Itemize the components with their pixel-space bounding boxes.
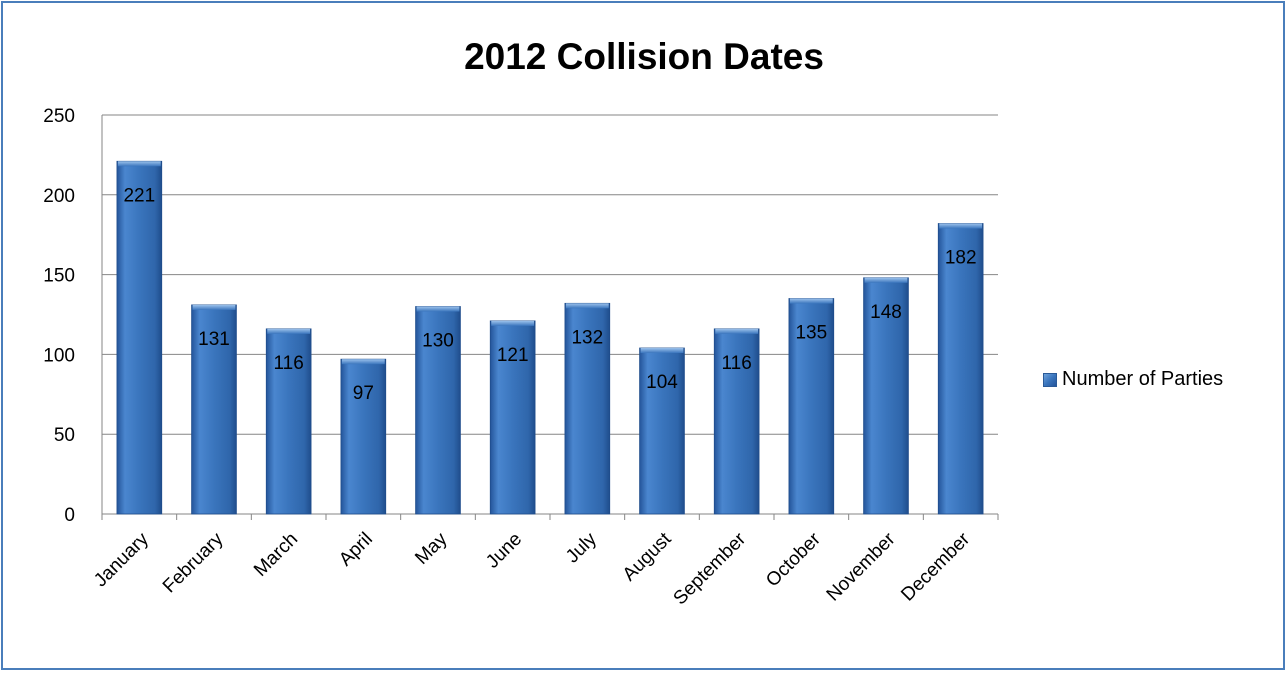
bar xyxy=(564,302,611,515)
x-tick-label: June xyxy=(482,529,526,573)
data-label: 135 xyxy=(795,323,827,344)
bar-cap xyxy=(565,303,609,309)
gridlines xyxy=(102,114,998,515)
legend-swatch xyxy=(1043,372,1057,387)
chart-title: 2012 Collision Dates xyxy=(464,36,824,77)
bar xyxy=(713,328,760,515)
bar-cap xyxy=(192,304,236,310)
legend: Number of Parties xyxy=(1043,368,1223,391)
data-label: 116 xyxy=(274,353,304,374)
bar-cap xyxy=(117,161,161,167)
x-tick-label: October xyxy=(762,528,825,591)
bars xyxy=(116,160,984,515)
bar-cap xyxy=(864,277,908,283)
data-label: 121 xyxy=(497,345,529,366)
bar xyxy=(415,306,461,515)
data-label: 148 xyxy=(870,302,902,323)
data-label: 104 xyxy=(646,372,678,393)
y-tick-label: 50 xyxy=(54,425,75,446)
y-tick-label: 150 xyxy=(43,266,75,287)
labels: 0 50 100 150 200 250 221 January 131 February 116 M… xyxy=(43,106,976,609)
bar-cap xyxy=(715,328,759,334)
bar xyxy=(489,320,536,515)
x-tick-label: September xyxy=(670,528,751,609)
x-tick-label: November xyxy=(823,528,900,605)
bar-cap xyxy=(789,298,833,304)
x-tick-label: April xyxy=(335,529,377,571)
y-tick-label: 250 xyxy=(43,106,75,127)
bar xyxy=(191,304,237,515)
bar xyxy=(116,160,163,515)
x-tick-label: August xyxy=(619,528,676,585)
bar xyxy=(639,347,685,515)
y-tick-label: 0 xyxy=(64,505,75,526)
x-tick-label: May xyxy=(411,528,452,569)
bar xyxy=(788,298,835,515)
bar-cap xyxy=(416,306,460,312)
bar-cap xyxy=(939,223,983,229)
data-label: 131 xyxy=(198,329,230,350)
data-label: 130 xyxy=(422,331,454,352)
y-tick-label: 100 xyxy=(43,345,75,366)
data-label: 182 xyxy=(945,248,977,269)
y-tick-label: 200 xyxy=(43,186,75,207)
x-tick-label: January xyxy=(90,528,153,591)
data-label: 132 xyxy=(571,327,603,348)
legend-label: Number of Parties xyxy=(1062,368,1224,390)
bar-cap xyxy=(640,348,684,354)
x-tick-label: February xyxy=(159,528,228,597)
x-tick-label: July xyxy=(562,528,601,567)
x-tick-label: March xyxy=(250,529,302,581)
bar-cap xyxy=(341,359,385,365)
axes xyxy=(101,115,999,520)
bar xyxy=(937,223,984,515)
x-tick-label: December xyxy=(897,528,974,605)
data-label: 221 xyxy=(123,185,155,206)
data-label: 97 xyxy=(353,383,374,404)
bar-cap xyxy=(267,328,311,334)
bar-cap xyxy=(491,320,535,326)
data-label: 116 xyxy=(722,353,752,374)
